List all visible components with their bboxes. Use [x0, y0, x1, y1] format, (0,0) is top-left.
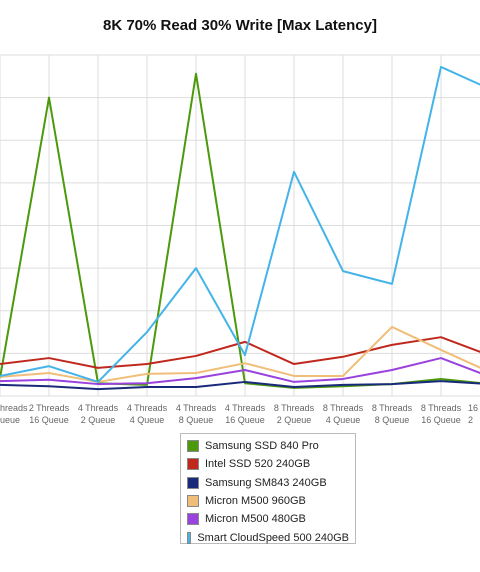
- legend-label: Samsung SM843 240GB: [205, 476, 327, 489]
- legend-label: Micron M500 960GB: [205, 495, 306, 508]
- legend: Samsung SSD 840 Pro Intel SSD 520 240GB Sa…: [180, 433, 356, 544]
- x-tick-label: 8 Threads 2 Queue: [273, 403, 315, 425]
- x-tick-label: 2 Threads 16 Queue: [28, 403, 70, 425]
- legend-swatch: [187, 476, 199, 489]
- legend-item: Intel SSD 520 240GB: [187, 455, 349, 473]
- chart-title: 8K 70% Read 30% Write [Max Latency]: [103, 17, 377, 34]
- series-line: [0, 336, 480, 369]
- legend-swatch: [187, 440, 199, 453]
- series-line: [0, 380, 480, 391]
- x-tick-label: 16 2: [468, 403, 479, 425]
- x-tick-label: 4 Threads 2 Queue: [77, 403, 119, 425]
- series-line: [0, 325, 480, 383]
- x-tick-label: 4 Threads 8 Queue: [175, 403, 217, 425]
- legend-swatch: [187, 513, 199, 526]
- legend-label: Micron M500 480GB: [205, 513, 306, 526]
- legend-item: Samsung SSD 840 Pro: [187, 437, 349, 455]
- grid: [0, 54, 480, 397]
- x-tick-label: 8 Threads 8 Queue: [371, 403, 413, 425]
- x-tick-label: hreads ueue: [0, 403, 28, 425]
- legend-label: Smart CloudSpeed 500 240GB: [197, 531, 349, 544]
- legend-item: Micron M500 960GB: [187, 492, 349, 510]
- legend-swatch: [187, 458, 199, 471]
- series-line: [0, 357, 480, 386]
- legend-item: Samsung SM843 240GB: [187, 474, 349, 492]
- legend-swatch: [187, 531, 192, 544]
- legend-label: Intel SSD 520 240GB: [205, 458, 311, 471]
- series-line: [0, 72, 480, 389]
- series-line: [0, 65, 480, 383]
- legend-item: Smart CloudSpeed 500 240GB: [187, 528, 349, 546]
- x-tick-label: 8 Threads 4 Queue: [322, 403, 364, 425]
- lines: [0, 65, 480, 391]
- x-tick-label: 4 Threads 16 Queue: [224, 403, 266, 425]
- legend-item: Micron M500 480GB: [187, 510, 349, 528]
- x-tick-label: 8 Threads 16 Queue: [420, 403, 462, 425]
- legend-swatch: [187, 495, 199, 508]
- legend-label: Samsung SSD 840 Pro: [205, 440, 319, 453]
- x-tick-label: 4 Threads 4 Queue: [126, 403, 168, 425]
